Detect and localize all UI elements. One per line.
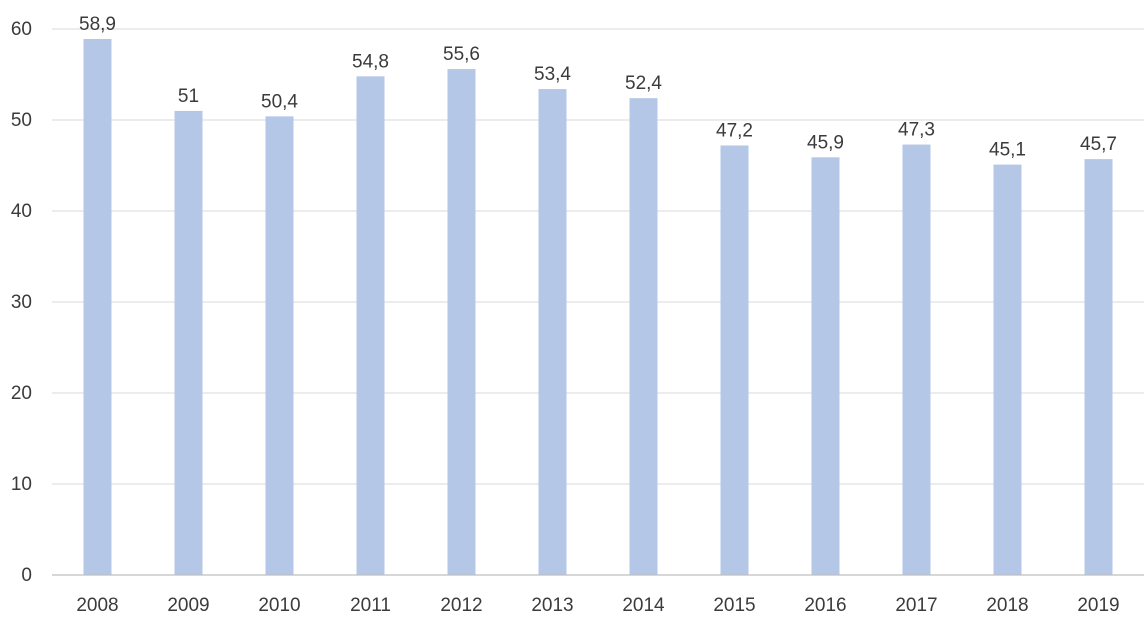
data-label: 50,4 — [261, 91, 298, 112]
y-tick-label: 20 — [11, 383, 32, 404]
data-label: 55,6 — [443, 44, 480, 65]
y-tick-label: 40 — [11, 201, 32, 222]
bars — [83, 39, 1113, 576]
y-tick-label: 0 — [21, 565, 32, 586]
y-tick-label: 50 — [11, 110, 32, 131]
bar-2011 — [356, 76, 385, 575]
gridlines — [52, 28, 1144, 485]
x-tick-label: 2019 — [1077, 595, 1119, 616]
x-tick-label: 2012 — [440, 595, 482, 616]
x-tick-label: 2014 — [622, 595, 665, 616]
data-label: 45,7 — [1080, 134, 1117, 155]
x-tick-label: 2013 — [531, 595, 573, 616]
y-tick-label: 30 — [11, 292, 32, 313]
x-tick-label: 2009 — [167, 595, 209, 616]
data-label: 58,9 — [79, 14, 116, 35]
data-label: 47,3 — [898, 120, 935, 141]
x-tick-label: 2016 — [804, 595, 846, 616]
x-axis-tick-labels: 2008 2009 2010 2011 2012 2013 2014 2015 2016 2017… — [76, 595, 1119, 616]
bar-2016 — [811, 157, 840, 575]
data-label: 52,4 — [625, 73, 662, 94]
y-tick-label: 60 — [11, 19, 32, 40]
x-tick-label: 2008 — [76, 595, 118, 616]
data-label: 53,4 — [534, 64, 571, 85]
x-tick-label: 2011 — [350, 595, 391, 616]
data-labels: 58,9 51 50,4 54,8 55,6 53,4 52,4 47,2 45,9 47,3 45… — [79, 14, 1117, 161]
bar-2019 — [1084, 159, 1113, 575]
bar-2008 — [83, 39, 112, 575]
data-label: 45,1 — [989, 140, 1026, 161]
data-label: 47,2 — [716, 120, 753, 141]
bar-2013 — [538, 89, 567, 575]
bar-2009 — [174, 110, 203, 576]
bar-2015 — [720, 145, 749, 576]
y-tick-label: 10 — [11, 474, 32, 495]
y-axis-tick-labels: 0 10 20 30 40 50 60 — [11, 19, 32, 586]
x-tick-label: 2010 — [258, 595, 300, 616]
x-tick-label: 2017 — [895, 595, 937, 616]
bar-2018 — [993, 164, 1022, 575]
data-label: 51 — [178, 86, 199, 107]
bar-2010 — [265, 116, 294, 576]
x-tick-label: 2015 — [713, 595, 755, 616]
data-label: 54,8 — [352, 51, 389, 72]
x-tick-label: 2018 — [986, 595, 1028, 616]
bar-2012 — [447, 69, 476, 575]
bar-2017 — [902, 144, 931, 575]
bar-2014 — [629, 98, 658, 575]
data-label: 45,9 — [807, 132, 844, 153]
